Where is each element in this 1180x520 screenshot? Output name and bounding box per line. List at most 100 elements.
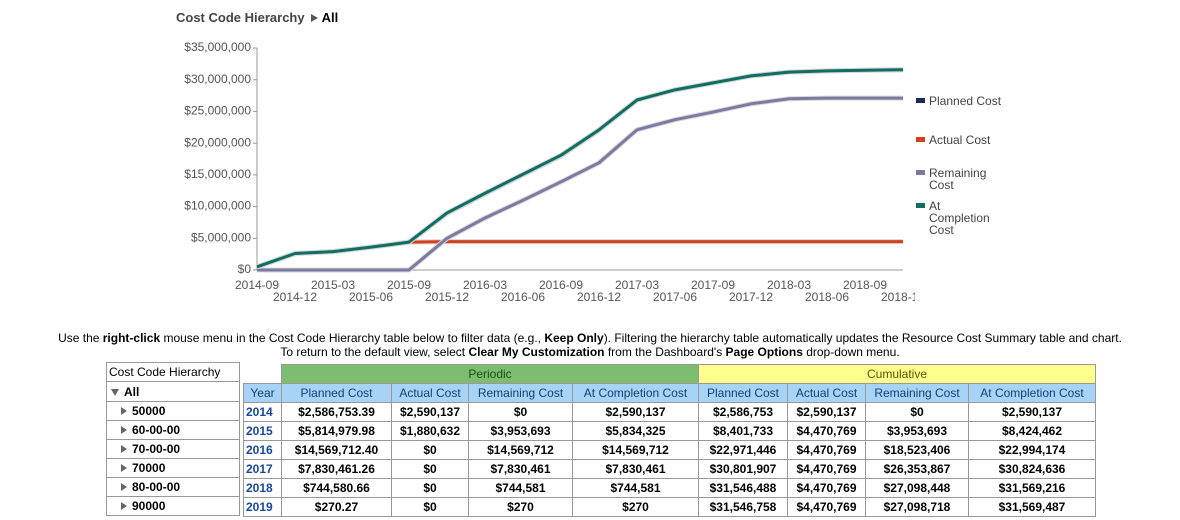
year-cell[interactable]: 2014 [243,401,282,422]
x-tick-label: 2018-03 [767,278,811,292]
x-tick-label: 2016-03 [463,278,507,292]
data-cell: $7,830,461.26 [281,458,392,479]
data-cell: $270 [572,496,699,517]
x-tick-label: 2014-09 [235,278,279,292]
year-cell[interactable]: 2016 [243,439,282,460]
data-row: 2014 $2,586,753.39 $2,590,137 $0 $2,590,137 $… [243,401,1096,422]
x-tick-label: 2015-12 [425,290,469,304]
x-tick-label: 2016-09 [539,278,583,292]
x-tick-label: 2016-12 [577,290,621,304]
expand-icon[interactable] [121,464,127,472]
instruction-text: To return to the default view, select [280,345,469,359]
expand-icon[interactable] [121,407,127,415]
data-cell: $270 [468,496,573,517]
instruction-emphasis: Keep Only [544,331,604,345]
legend-entry[interactable]: Remaining Cost [916,167,1004,191]
x-tick-label: 2015-09 [387,278,431,292]
hierarchy-label[interactable]: 70-00-00 [132,442,181,456]
x-tick-label: 2017-06 [653,290,697,304]
expand-icon[interactable] [121,426,127,434]
legend-entry[interactable]: Actual Cost [916,134,1004,146]
data-cell: $3,953,693 [865,420,969,441]
expand-icon[interactable] [121,483,127,491]
data-cell: $744,581 [468,477,573,498]
collapse-icon[interactable] [111,388,119,396]
year-cell[interactable]: 2019 [243,496,282,517]
data-row: 2018 $744,580.66 $0 $744,581 $744,581 $31,546… [243,477,1096,498]
data-cell: $744,581 [572,477,699,498]
hierarchy-row: 50000 [106,401,240,421]
instruction-emphasis: right-click [102,331,161,345]
data-cell: $270.27 [281,496,392,517]
data-cell: $2,590,137 [787,401,866,422]
data-cell: $22,971,446 [698,439,788,460]
y-tick-label: $25,000,000 [184,104,251,118]
legend-label: At Completion Cost [929,199,990,237]
instruction-emphasis: Clear My Customization [468,345,605,359]
group-row: Periodic Cumulative [244,364,1096,384]
data-row: 2019 $270.27 $0 $270 $270 $31,546,758 $4,470,7… [243,496,1096,517]
legend-label: Planned Cost [929,94,1002,108]
hierarchy-label[interactable]: All [124,384,140,399]
year-cell[interactable]: 2017 [243,458,282,479]
hierarchy-label[interactable]: 60-00-00 [132,423,181,437]
hierarchy-label[interactable]: 90000 [132,499,166,513]
year-cell[interactable]: 2015 [243,420,282,441]
legend-swatch [916,98,925,103]
hierarchy-label[interactable]: 80-00-00 [132,480,181,494]
y-tick-label: $5,000,000 [191,230,251,244]
expand-icon[interactable] [121,445,127,453]
summary-table: Periodic Cumulative Year Planned Cost Actual… [243,364,1096,517]
breadcrumb-separator [310,14,318,22]
data-cell: $4,470,769 [787,458,866,479]
legend-swatch [916,203,925,208]
breadcrumb-label[interactable]: Cost Code Hierarchy [176,10,305,25]
data-cell: $0 [391,496,469,517]
data-cell: $14,569,712.40 [281,439,392,460]
legend-swatch [916,170,925,175]
breadcrumb: Cost Code Hierarchy All [176,10,338,25]
x-tick-label: 2014-12 [273,290,317,304]
data-cell: $30,824,636 [968,458,1096,479]
data-cell: $3,953,693 [468,420,573,441]
hierarchy-label[interactable]: 50000 [132,404,166,418]
column-header: Actual Cost [787,382,866,403]
x-tick-label: 2017-03 [615,278,659,292]
data-cell: $0 [865,401,969,422]
hierarchy-cell[interactable]: 70-00-00 [106,439,240,459]
data-cell: $2,590,137 [391,401,469,422]
data-cell: $744,580.66 [281,477,392,498]
hierarchy-row: 80-00-00 [106,477,240,497]
y-tick-label: $35,000,000 [184,40,251,54]
data-cell: $22,994,174 [968,439,1096,460]
hierarchy-cell[interactable]: 50000 [106,401,240,421]
expand-icon[interactable] [121,502,127,510]
data-cell: $0 [391,439,469,460]
hierarchy-cell[interactable]: 70000 [106,458,240,478]
series-line [256,240,903,269]
instruction-text: mouse menu in the Cost Code Hierarchy ta… [160,331,545,345]
legend-entry[interactable]: Planned Cost [916,95,1004,107]
instruction-text: ). Filtering the hierarchy table automat… [603,331,1122,345]
hierarchy-label[interactable]: 70000 [132,461,166,475]
data-cell: $7,830,461 [572,458,699,479]
year-cell[interactable]: 2018 [243,477,282,498]
hierarchy-cell[interactable]: 60-00-00 [106,420,240,440]
data-cell: $31,569,487 [968,496,1096,517]
instruction-text: Use the [58,331,103,345]
hierarchy-cell[interactable]: 80-00-00 [106,477,240,497]
data-cell: $4,470,769 [787,477,866,498]
hierarchy-cell[interactable]: 90000 [106,496,240,516]
legend-label: Remaining Cost [929,166,987,192]
column-header: Planned Cost [698,382,788,403]
data-cell: $4,470,769 [787,496,866,517]
chart: $0 $5,000,000 $10,000,000 $15,000,000 $20,00… [184,40,915,304]
series-line [256,68,904,269]
data-cell: $8,401,733 [698,420,788,441]
hierarchy-cell[interactable]: All [106,381,240,402]
data-cell: $31,546,488 [698,477,788,498]
legend-entry[interactable]: At Completion Cost [916,200,1004,236]
series-halo [256,239,903,270]
series-line [257,96,903,272]
